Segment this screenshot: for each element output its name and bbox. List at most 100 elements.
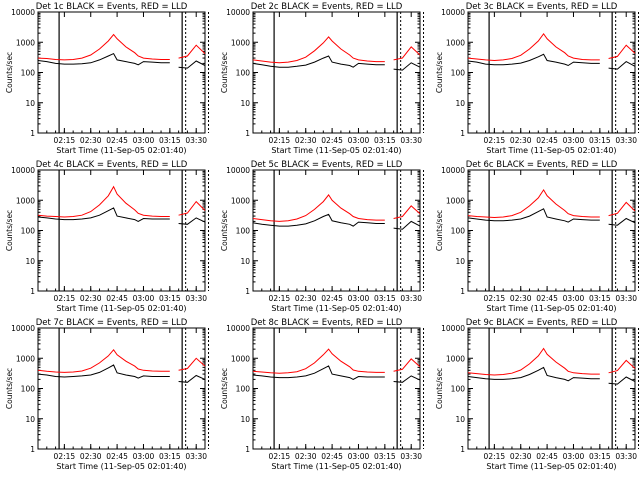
lld-series-line <box>393 46 421 61</box>
x-tick-label: 03:15 <box>589 452 611 461</box>
y-tick-label: 1 <box>30 445 35 454</box>
chart-title: Det 9c BLACK = Events, RED = LLD <box>466 318 618 328</box>
x-axis-label: Start Time (11-Sep-05 02:01:40) <box>486 462 616 471</box>
x-axis-label: Start Time (11-Sep-05 02:01:40) <box>56 304 186 313</box>
x-tick-label: 03:30 <box>615 452 637 461</box>
y-tick-label: 10000 <box>441 324 465 333</box>
y-tick-label: 10000 <box>11 8 35 17</box>
y-tick-label: 10 <box>455 99 465 108</box>
chart-title: Det 8c BLACK = Events, RED = LLD <box>251 318 403 328</box>
y-tick-label: 10 <box>25 415 35 424</box>
events-series-line <box>252 213 385 227</box>
lld-series-line <box>178 44 206 59</box>
y-tick-label: 100 <box>451 227 466 236</box>
lld-series-line <box>467 188 600 219</box>
x-tick-label: 02:15 <box>269 136 291 145</box>
lld-series-line <box>393 205 421 219</box>
y-tick-label: 1000 <box>446 196 465 205</box>
x-tick-label: 03:00 <box>348 452 370 461</box>
lld-series-line <box>37 348 170 373</box>
plot-frame <box>252 169 421 292</box>
lld-series-line <box>393 358 421 372</box>
x-tick-label: 02:45 <box>536 452 558 461</box>
y-tick-label: 10000 <box>226 324 250 333</box>
y-tick-label: 1 <box>245 287 250 296</box>
x-axis-label: Start Time (11-Sep-05 02:01:40) <box>56 462 186 471</box>
events-series-line <box>37 364 170 379</box>
x-tick-label: 03:30 <box>400 452 422 461</box>
x-tick-label: 03:15 <box>159 136 181 145</box>
lld-series-line <box>252 194 385 222</box>
lld-series-line <box>252 348 385 374</box>
lld-series-line <box>608 44 636 59</box>
x-tick-label: 03:15 <box>374 136 396 145</box>
detector-panel: Det 3c BLACK = Events, RED = LLD 1 10 100 10… <box>435 2 640 155</box>
y-axis-label: Counts/sec <box>435 368 444 409</box>
events-series-line <box>178 217 206 225</box>
x-axis-label: Start Time (11-Sep-05 02:01:40) <box>486 304 616 313</box>
events-series-line <box>393 62 421 71</box>
detector-panel: Det 4c BLACK = Events, RED = LLD 1 10 100 10… <box>5 160 210 313</box>
chart-title: Det 6c BLACK = Events, RED = LLD <box>466 160 618 170</box>
y-tick-label: 10 <box>25 99 35 108</box>
events-series-line <box>37 52 170 66</box>
detector-panel: Det 5c BLACK = Events, RED = LLD 1 10 100 10… <box>220 160 425 313</box>
y-tick-label: 10000 <box>11 324 35 333</box>
detector-panel: Det 6c BLACK = Events, RED = LLD 1 10 100 10… <box>435 160 640 313</box>
y-tick-label: 1000 <box>231 196 250 205</box>
y-tick-label: 1 <box>245 129 250 138</box>
x-axis-label: Start Time (11-Sep-05 02:01:40) <box>271 462 401 471</box>
x-tick-label: 02:30 <box>295 452 317 461</box>
x-tick-label: 02:15 <box>269 452 291 461</box>
lld-series-line <box>608 359 636 374</box>
lld-series-line <box>178 357 206 371</box>
y-tick-label: 10000 <box>441 8 465 17</box>
x-axis-label: Start Time (11-Sep-05 02:01:40) <box>271 146 401 155</box>
plot-frame <box>37 169 206 292</box>
y-tick-label: 1 <box>460 287 465 296</box>
y-tick-label: 1000 <box>446 38 465 47</box>
plot-frame <box>252 327 421 450</box>
chart-title: Det 4c BLACK = Events, RED = LLD <box>36 160 188 170</box>
x-tick-label: 03:00 <box>563 452 585 461</box>
detector-panel: Det 2c BLACK = Events, RED = LLD 1 10 100 10… <box>220 2 425 155</box>
x-axis-label: Start Time (11-Sep-05 02:01:40) <box>486 146 616 155</box>
events-series-line <box>467 53 600 67</box>
x-tick-label: 02:45 <box>321 452 343 461</box>
events-series-line <box>608 60 636 70</box>
x-tick-label: 02:30 <box>510 294 532 303</box>
y-tick-label: 10 <box>240 99 250 108</box>
y-tick-label: 1000 <box>446 354 465 363</box>
detector-panel: Det 9c BLACK = Events, RED = LLD 1 10 100 10… <box>435 318 640 471</box>
y-axis-label: Counts/sec <box>5 210 14 251</box>
x-tick-label: 03:00 <box>133 452 155 461</box>
y-tick-label: 10 <box>240 257 250 266</box>
y-tick-label: 100 <box>21 69 36 78</box>
x-tick-label: 03:30 <box>185 136 207 145</box>
lld-series-line <box>467 32 600 62</box>
x-tick-label: 03:30 <box>185 452 207 461</box>
x-tick-label: 02:45 <box>536 294 558 303</box>
y-tick-label: 100 <box>451 69 466 78</box>
y-axis-label: Counts/sec <box>435 210 444 251</box>
plot-frame <box>37 11 206 134</box>
chart-title: Det 1c BLACK = Events, RED = LLD <box>36 2 188 12</box>
x-tick-label: 03:00 <box>563 294 585 303</box>
y-axis-label: Counts/sec <box>5 368 14 409</box>
y-tick-label: 1000 <box>16 196 35 205</box>
x-tick-label: 03:00 <box>348 294 370 303</box>
y-tick-label: 10 <box>455 257 465 266</box>
x-tick-label: 02:45 <box>106 452 128 461</box>
x-tick-label: 02:15 <box>54 136 76 145</box>
events-series-line <box>393 220 421 230</box>
events-series-line <box>178 60 206 69</box>
lld-series-line <box>37 33 170 61</box>
x-tick-label: 02:15 <box>54 452 76 461</box>
y-tick-label: 10 <box>25 257 35 266</box>
x-tick-label: 02:30 <box>80 452 102 461</box>
y-tick-label: 1000 <box>231 38 250 47</box>
chart-title: Det 7c BLACK = Events, RED = LLD <box>36 318 188 328</box>
x-tick-label: 02:15 <box>269 294 291 303</box>
y-tick-label: 10000 <box>11 166 35 175</box>
